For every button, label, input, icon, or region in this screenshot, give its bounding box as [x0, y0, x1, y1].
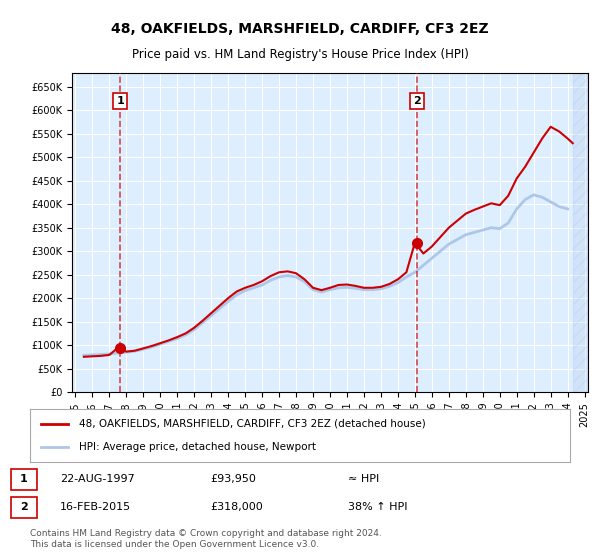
- Text: £93,950: £93,950: [210, 474, 256, 484]
- Text: £318,000: £318,000: [210, 502, 263, 512]
- Text: ≈ HPI: ≈ HPI: [348, 474, 379, 484]
- Text: Price paid vs. HM Land Registry's House Price Index (HPI): Price paid vs. HM Land Registry's House …: [131, 48, 469, 60]
- Text: 48, OAKFIELDS, MARSHFIELD, CARDIFF, CF3 2EZ: 48, OAKFIELDS, MARSHFIELD, CARDIFF, CF3 …: [111, 22, 489, 36]
- Text: 1: 1: [116, 96, 124, 106]
- Text: 2: 2: [413, 96, 421, 106]
- Text: HPI: Average price, detached house, Newport: HPI: Average price, detached house, Newp…: [79, 442, 316, 452]
- Text: 2: 2: [20, 502, 28, 512]
- Text: 1: 1: [20, 474, 28, 484]
- Bar: [573, 73, 588, 392]
- Text: 48, OAKFIELDS, MARSHFIELD, CARDIFF, CF3 2EZ (detached house): 48, OAKFIELDS, MARSHFIELD, CARDIFF, CF3 …: [79, 419, 425, 429]
- Text: Contains HM Land Registry data © Crown copyright and database right 2024.
This d: Contains HM Land Registry data © Crown c…: [30, 529, 382, 549]
- Text: 16-FEB-2015: 16-FEB-2015: [60, 502, 131, 512]
- Text: 22-AUG-1997: 22-AUG-1997: [60, 474, 135, 484]
- Text: 38% ↑ HPI: 38% ↑ HPI: [348, 502, 407, 512]
